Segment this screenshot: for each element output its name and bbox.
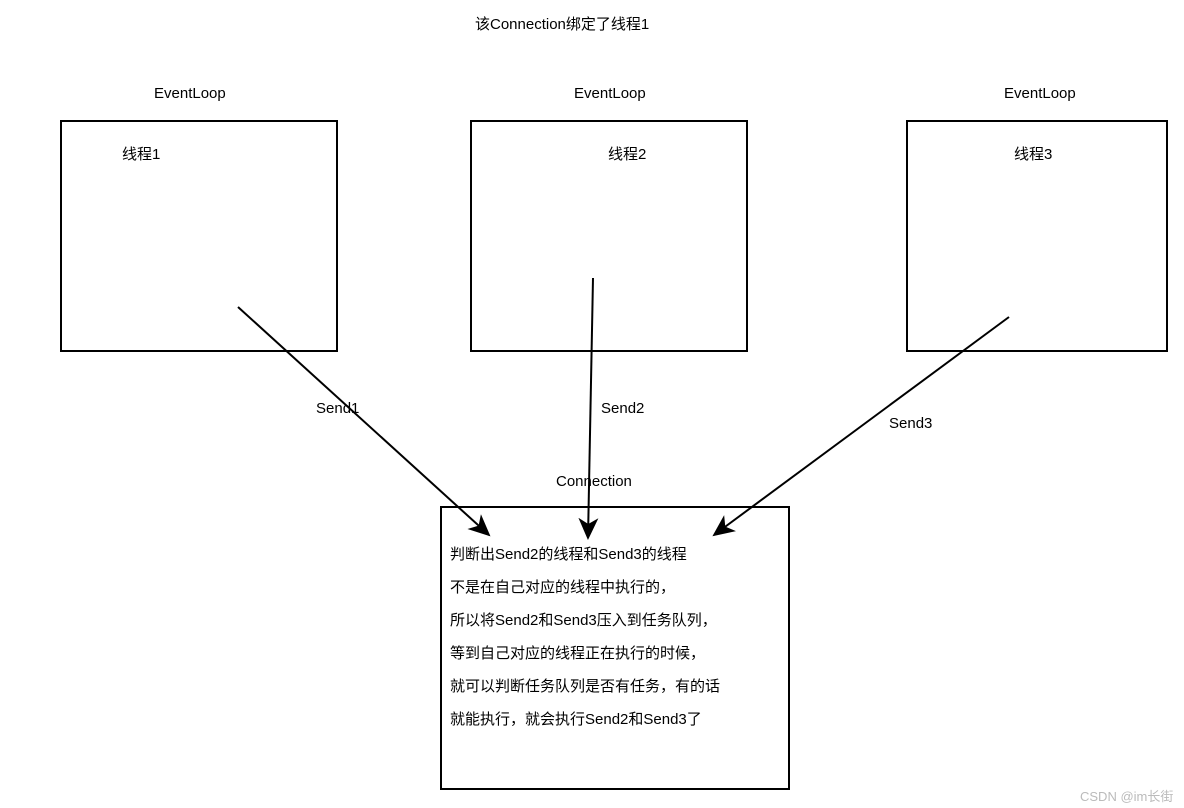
connection-label: Connection bbox=[556, 473, 632, 490]
diagram-title: 该Connection绑定了线程1 bbox=[475, 13, 649, 34]
eventloop-box-1 bbox=[60, 120, 338, 352]
watermark: CSDN @im长街 bbox=[1080, 786, 1173, 805]
eventloop-label-1: EventLoop bbox=[154, 85, 226, 102]
eventloop-label-2: EventLoop bbox=[574, 85, 646, 102]
thread-label-2: 线程2 bbox=[608, 143, 646, 164]
arrow-label-send2: Send2 bbox=[601, 400, 644, 417]
eventloop-label-3: EventLoop bbox=[1004, 85, 1076, 102]
connection-text: 判断出Send2的线程和Send3的线程 不是在自己对应的线程中执行的， 所以将… bbox=[450, 538, 720, 736]
thread-label-3: 线程3 bbox=[1014, 143, 1052, 164]
thread-label-1: 线程1 bbox=[122, 143, 160, 164]
arrow-label-send3: Send3 bbox=[889, 415, 932, 432]
arrow-label-send1: Send1 bbox=[316, 400, 359, 417]
